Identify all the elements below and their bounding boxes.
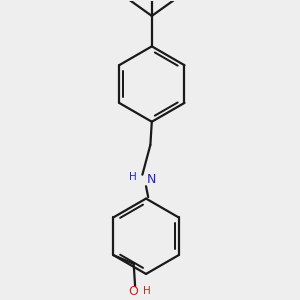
Text: H: H: [129, 172, 136, 182]
Text: O: O: [128, 285, 138, 298]
Text: N: N: [147, 173, 156, 186]
Text: H: H: [143, 286, 151, 296]
